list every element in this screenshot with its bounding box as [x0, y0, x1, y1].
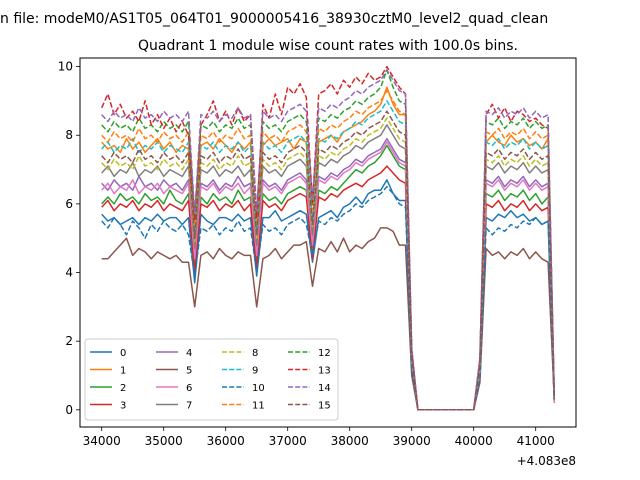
legend-label-13: 13 — [318, 366, 331, 377]
legend-label-2: 2 — [120, 383, 126, 394]
x-tick-label: 37000 — [269, 434, 307, 448]
series-line-8 — [101, 117, 556, 411]
legend-label-3: 3 — [120, 401, 126, 412]
legend-label-14: 14 — [318, 383, 331, 394]
series-line-13 — [101, 65, 556, 411]
legend-label-8: 8 — [252, 348, 258, 359]
y-tick-label: 8 — [65, 128, 73, 142]
series-line-11 — [101, 89, 556, 411]
legend-label-7: 7 — [186, 401, 192, 412]
x-tick-label: 41000 — [517, 434, 555, 448]
legend-label-6: 6 — [186, 383, 192, 394]
legend-label-10: 10 — [252, 383, 265, 394]
legend-label-1: 1 — [120, 366, 126, 377]
series-line-15 — [101, 110, 556, 411]
figure-suptitle: n file: modeM0/AS1T05_064T01_9000005416_… — [0, 11, 548, 27]
legend-label-5: 5 — [186, 366, 192, 377]
x-axis: 34000 35000 36000 37000 38000 39000 40000 41000 — [83, 427, 555, 448]
x-tick-label: 39000 — [393, 434, 431, 448]
y-axis: 0 2 4 6 8 10 — [58, 60, 80, 417]
plot-lines — [101, 65, 556, 411]
plot-frame — [79, 57, 577, 428]
x-offset-label: +4.083e8 — [517, 454, 576, 468]
x-tick-label: 36000 — [207, 434, 245, 448]
legend-label-4: 4 — [186, 348, 192, 359]
legend-box — [84, 338, 339, 421]
x-tick-label: 35000 — [145, 434, 183, 448]
y-tick-label: 4 — [65, 266, 73, 280]
y-tick-label: 0 — [65, 403, 73, 417]
legend-label-11: 11 — [252, 401, 265, 412]
series-line-14 — [101, 69, 556, 411]
x-tick-label: 38000 — [331, 434, 369, 448]
series-line-10 — [101, 185, 556, 411]
y-tick-label: 6 — [65, 197, 73, 211]
chart-title: Quadrant 1 module wise count rates with … — [138, 38, 518, 54]
y-tick-label: 10 — [58, 60, 73, 74]
series-line-5 — [101, 227, 556, 411]
y-tick-label: 2 — [65, 334, 73, 348]
legend-label-12: 12 — [318, 348, 331, 359]
legend-label-9: 9 — [252, 366, 258, 377]
x-tick-label: 40000 — [455, 434, 493, 448]
series-line-9 — [101, 100, 556, 411]
legend-label-15: 15 — [318, 401, 331, 412]
legend-label-0: 0 — [120, 348, 126, 359]
x-tick-label: 34000 — [83, 434, 121, 448]
